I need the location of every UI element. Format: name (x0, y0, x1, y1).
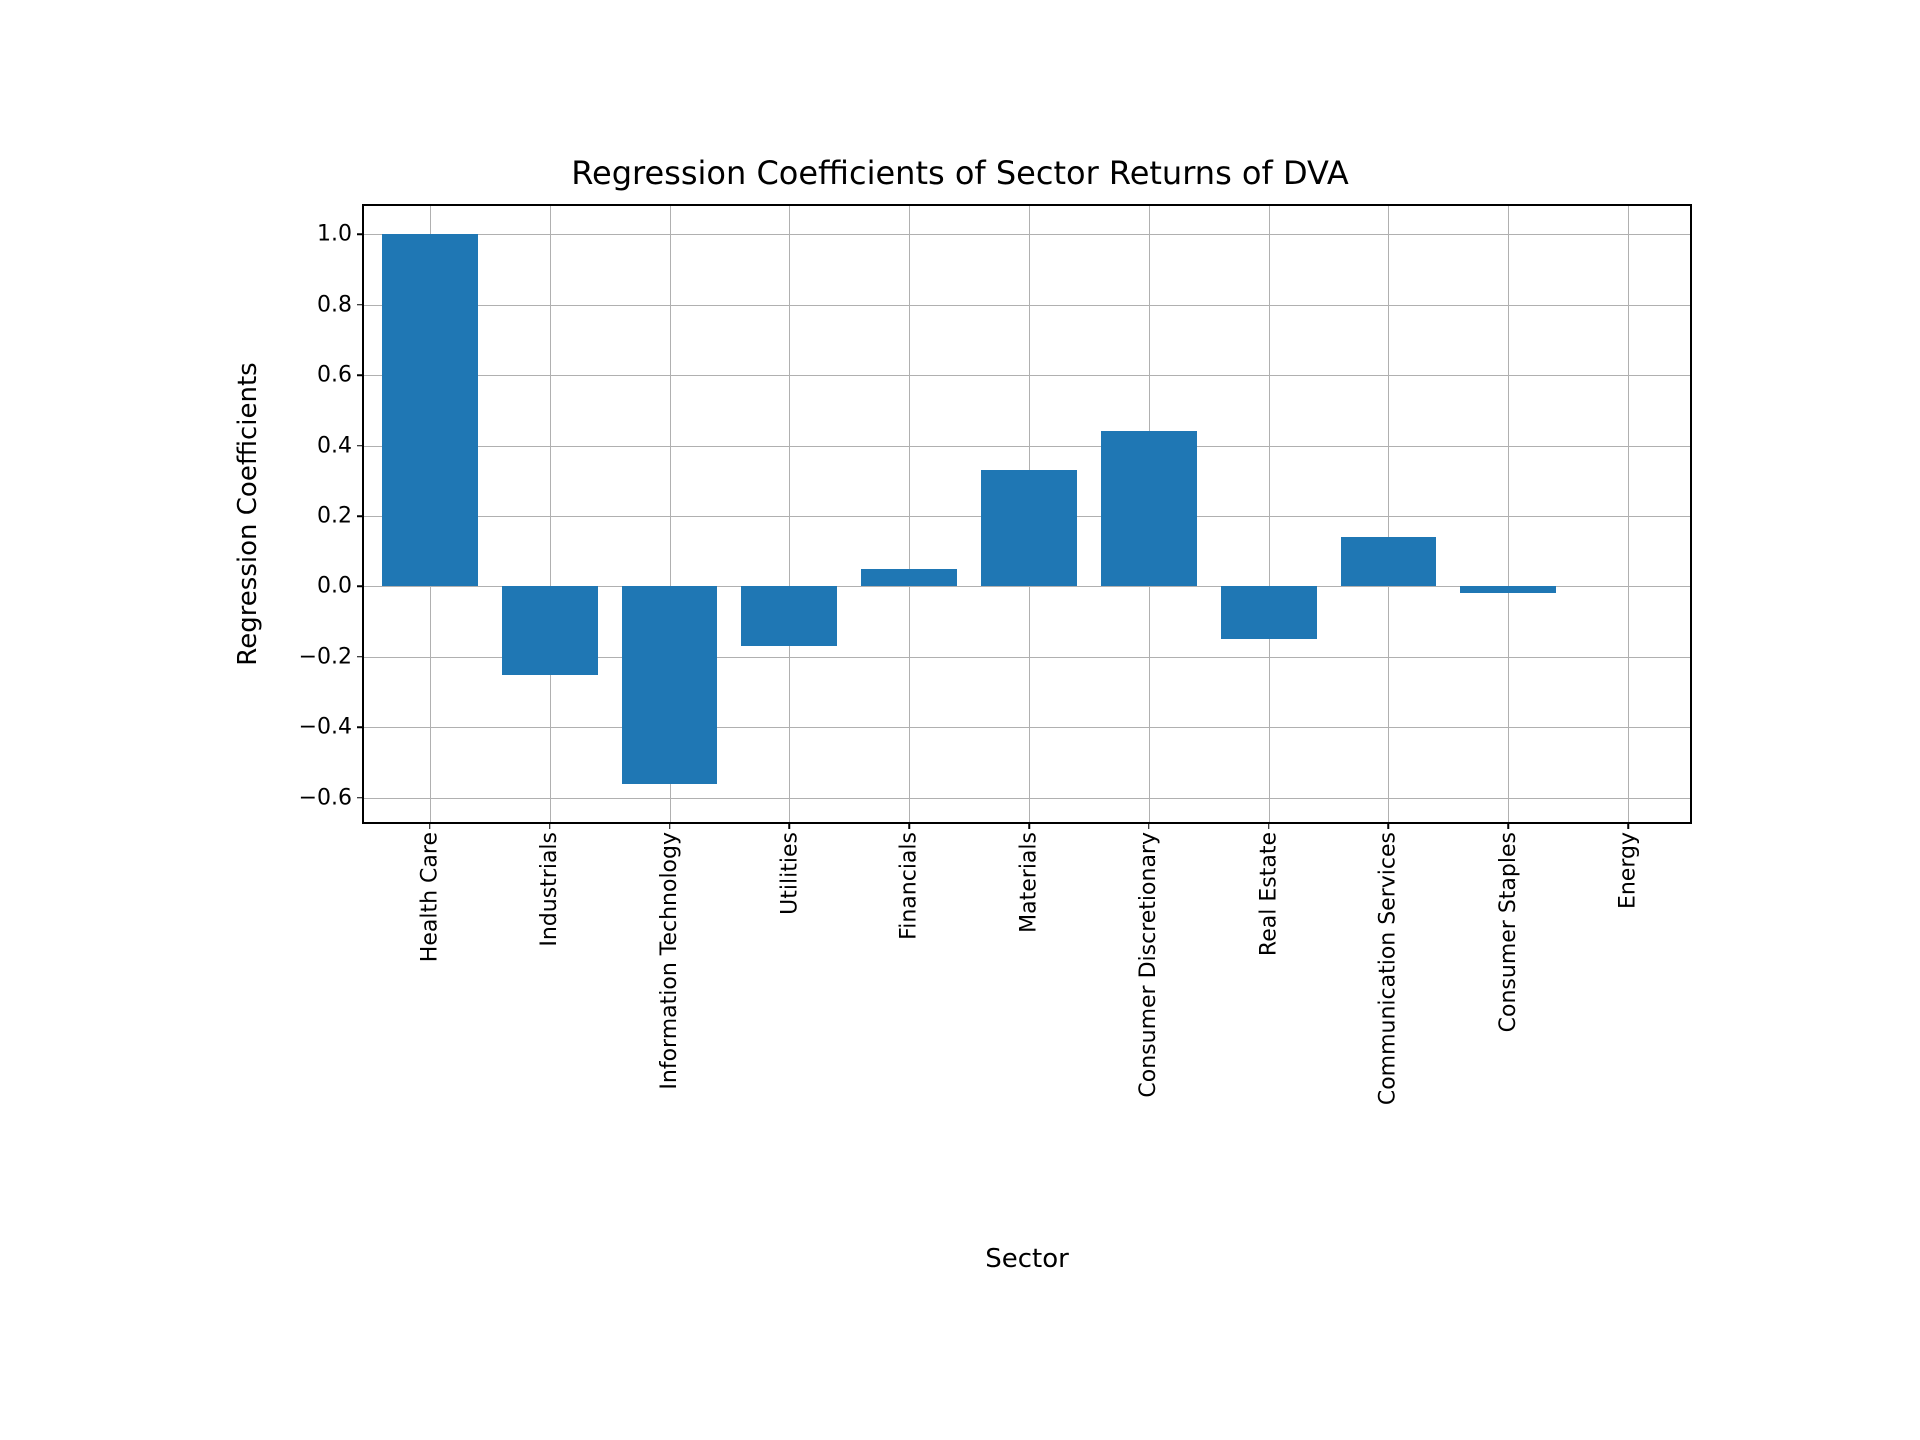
y-tick-label: 0.2 (317, 504, 364, 529)
y-tick-label: 0.8 (317, 292, 364, 317)
bar (1460, 586, 1556, 593)
gridline-vertical (1628, 206, 1629, 822)
gridline-vertical (1269, 206, 1270, 822)
bar (502, 586, 598, 674)
x-tick-mark (1388, 822, 1390, 829)
gridline-horizontal (364, 305, 1690, 306)
y-tick-label: −0.4 (299, 715, 364, 740)
x-tick-label-text: Communication Services (1376, 832, 1401, 1105)
x-tick-label-text: Utilities (777, 832, 802, 915)
x-tick-mark (669, 822, 671, 829)
gridline-vertical (1388, 206, 1389, 822)
chart-axes: Regression Coefficients −0.6−0.4−0.20.00… (362, 204, 1692, 824)
x-tick-label-text: Information Technology (657, 832, 682, 1090)
x-tick-label-text: Energy (1616, 832, 1641, 909)
gridline-horizontal (364, 798, 1690, 799)
y-axis-label: Regression Coefficients (233, 362, 263, 665)
bar (382, 234, 478, 586)
y-tick-label: 0.0 (317, 574, 364, 599)
x-axis-label: Sector (985, 1244, 1069, 1274)
x-tick-mark (1627, 822, 1629, 829)
x-tick-mark (429, 822, 431, 829)
bar (1221, 586, 1317, 639)
x-tick-label-text: Consumer Staples (1496, 832, 1521, 1032)
gridline-vertical (789, 206, 790, 822)
gridline-vertical (1508, 206, 1509, 822)
x-tick-mark (1508, 822, 1510, 829)
chart-title: Regression Coefficients of Sector Return… (192, 154, 1728, 192)
x-tick-mark (908, 822, 910, 829)
x-tick-mark (1148, 822, 1150, 829)
bar (741, 586, 837, 646)
gridline-vertical (550, 206, 551, 822)
y-tick-label: 0.4 (317, 433, 364, 458)
x-tick-label-text: Materials (1017, 832, 1042, 933)
y-tick-label: 1.0 (317, 222, 364, 247)
x-tick-mark (549, 822, 551, 829)
y-tick-label: −0.6 (299, 785, 364, 810)
gridline-horizontal (364, 375, 1690, 376)
y-tick-label: −0.2 (299, 644, 364, 669)
x-tick-mark (1268, 822, 1270, 829)
x-tick-label-text: Real Estate (1256, 832, 1281, 956)
x-tick-mark (1028, 822, 1030, 829)
x-tick-label-text: Health Care (417, 832, 442, 962)
x-tick-label-text: Consumer Discretionary (1136, 832, 1161, 1098)
x-tick-label-text: Financials (897, 832, 922, 940)
gridline-vertical (909, 206, 910, 822)
y-tick-label: 0.6 (317, 363, 364, 388)
gridline-horizontal (364, 727, 1690, 728)
bar (1341, 537, 1437, 586)
gridline-horizontal (364, 234, 1690, 235)
bar (1101, 431, 1197, 586)
x-tick-label-text: Industrials (537, 832, 562, 947)
plot-area (364, 206, 1690, 822)
bar (622, 586, 718, 783)
chart-figure: Regression Coefficients of Sector Return… (192, 144, 1728, 1296)
bar (861, 569, 957, 587)
x-tick-mark (789, 822, 791, 829)
bar (981, 470, 1077, 586)
gridline-horizontal (364, 446, 1690, 447)
